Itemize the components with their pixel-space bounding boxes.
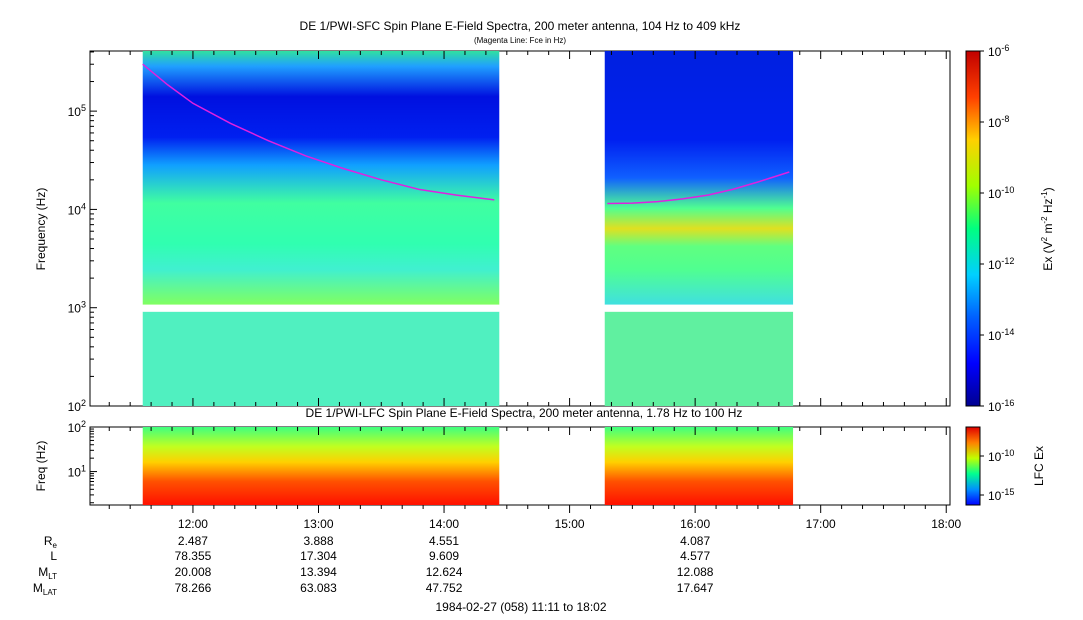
lfc-interval-1 xyxy=(142,427,500,505)
time-axis: 12:00 13:00 14:00 15:00 16:00 17:00 18:00 xyxy=(108,51,962,531)
sfc-interval-2-high xyxy=(604,51,794,305)
ephemeris-row-label: L xyxy=(50,549,57,563)
sfc-colorbar-tick-label: 10-12 xyxy=(988,256,1014,272)
lfc-ytick-label: 102 xyxy=(68,419,86,435)
ephemeris-value: 20.008 xyxy=(175,565,212,579)
footer-time-range: 1984-02-27 (058) 11:11 to 18:02 xyxy=(435,600,606,614)
ephemeris-value: 12.624 xyxy=(426,565,463,579)
sfc-interval-1-high xyxy=(142,51,500,305)
fce-line-segment-2 xyxy=(607,171,790,205)
ephemeris-value: 3.888 xyxy=(303,534,333,548)
ephemeris-value: 78.355 xyxy=(175,549,212,563)
ephemeris-value: 17.304 xyxy=(300,549,337,563)
sfc-colorbar-tick-label: 10-8 xyxy=(988,114,1009,130)
lfc-interval-2 xyxy=(604,427,794,505)
sfc-interval-1-gap xyxy=(142,304,500,312)
ephemeris-value: 13.394 xyxy=(300,565,337,579)
sfc-ylabel: Frequency (Hz) xyxy=(34,188,48,271)
sfc-y-axis: 102 103 104 105 xyxy=(68,51,97,414)
sfc-ytick-label: 104 xyxy=(68,201,86,217)
ephemeris-row-label: Re xyxy=(44,534,58,550)
ephemeris-value: 12.088 xyxy=(677,565,714,579)
sfc-colorbar-tick-label: 10-14 xyxy=(988,327,1014,343)
lfc-colorbar-tick-label: 10-15 xyxy=(988,487,1014,503)
sfc-colorbar xyxy=(965,50,981,407)
ephemeris-row-label: MLT xyxy=(38,565,57,581)
sfc-colorbar-tick-label: 10-10 xyxy=(988,185,1014,201)
ephemeris-value: 47.752 xyxy=(426,581,463,595)
lfc-colorbar-tick-label: 10-10 xyxy=(988,448,1014,464)
sfc-interval-1-low xyxy=(142,311,500,406)
ephemeris-value: 78.266 xyxy=(175,581,212,595)
time-tick-label: 18:00 xyxy=(931,517,961,531)
sfc-colorbar-tick-label: 10-16 xyxy=(988,398,1014,414)
ephemeris-value: 17.647 xyxy=(677,581,714,595)
sfc-interval-2-low xyxy=(604,311,794,406)
lfc-title: DE 1/PWI-LFC Spin Plane E-Field Spectra,… xyxy=(306,406,743,420)
sfc-colorbar-label: Ex (V2 m-2 Hz-1) xyxy=(1040,187,1055,270)
sfc-ytick-label: 103 xyxy=(68,300,86,316)
lfc-ytick-label: 101 xyxy=(68,464,86,480)
ephemeris-table: Re 2.487 3.888 4.551 4.087 L 78.355 17.304 9.609… xyxy=(33,534,714,597)
ephemeris-value: 2.487 xyxy=(178,534,208,548)
lfc-y-axis: 101 102 xyxy=(68,419,97,504)
sfc-colorbar-ticks: 10-6 10-8 10-10 10-12 10-14 10-16 xyxy=(980,43,1014,414)
sfc-title: DE 1/PWI-SFC Spin Plane E-Field Spectra,… xyxy=(300,19,741,33)
ephemeris-row-label: MLAT xyxy=(33,581,57,597)
fce-line-segment-1 xyxy=(142,63,495,201)
lfc-colorbar-ticks: 10-10 10-15 xyxy=(980,448,1014,503)
lfc-colorbar-label: LFC Ex xyxy=(1032,446,1046,486)
sfc-colorbar-tick-label: 10-6 xyxy=(988,43,1009,59)
sfc-ytick-label: 105 xyxy=(68,103,86,119)
time-tick-label: 13:00 xyxy=(303,517,333,531)
lfc-ylabel: Freq (Hz) xyxy=(34,441,48,492)
sfc-interval-2-gap xyxy=(604,304,794,312)
ephemeris-value: 4.577 xyxy=(680,549,710,563)
time-tick-label: 16:00 xyxy=(680,517,710,531)
time-tick-label: 14:00 xyxy=(429,517,459,531)
time-tick-label: 17:00 xyxy=(806,517,836,531)
ephemeris-value: 9.609 xyxy=(429,549,459,563)
time-tick-label: 15:00 xyxy=(555,517,585,531)
ephemeris-value: 63.083 xyxy=(300,581,337,595)
lfc-spectrogram xyxy=(142,427,794,505)
time-tick-label: 12:00 xyxy=(178,517,208,531)
sfc-subtitle: (Magenta Line: Fce in Hz) xyxy=(474,36,566,45)
sfc-ytick-label: 102 xyxy=(68,398,86,414)
lfc-colorbar xyxy=(965,426,981,506)
ephemeris-value: 4.551 xyxy=(429,534,459,548)
ephemeris-value: 4.087 xyxy=(680,534,710,548)
sfc-spectrogram xyxy=(142,51,794,406)
